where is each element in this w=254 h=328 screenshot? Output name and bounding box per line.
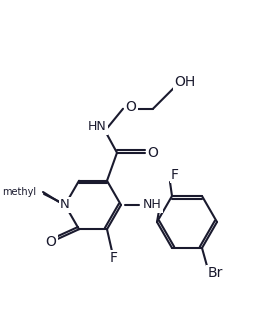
Text: F: F: [170, 168, 178, 182]
Text: N: N: [60, 198, 70, 212]
Text: OH: OH: [174, 75, 195, 89]
Text: O: O: [125, 100, 136, 114]
Text: methyl: methyl: [2, 187, 36, 197]
Text: NH: NH: [142, 198, 161, 212]
Text: O: O: [147, 146, 158, 160]
Text: HN: HN: [87, 120, 106, 133]
Text: O: O: [45, 235, 56, 249]
Text: Br: Br: [207, 266, 222, 280]
Text: F: F: [109, 251, 118, 265]
